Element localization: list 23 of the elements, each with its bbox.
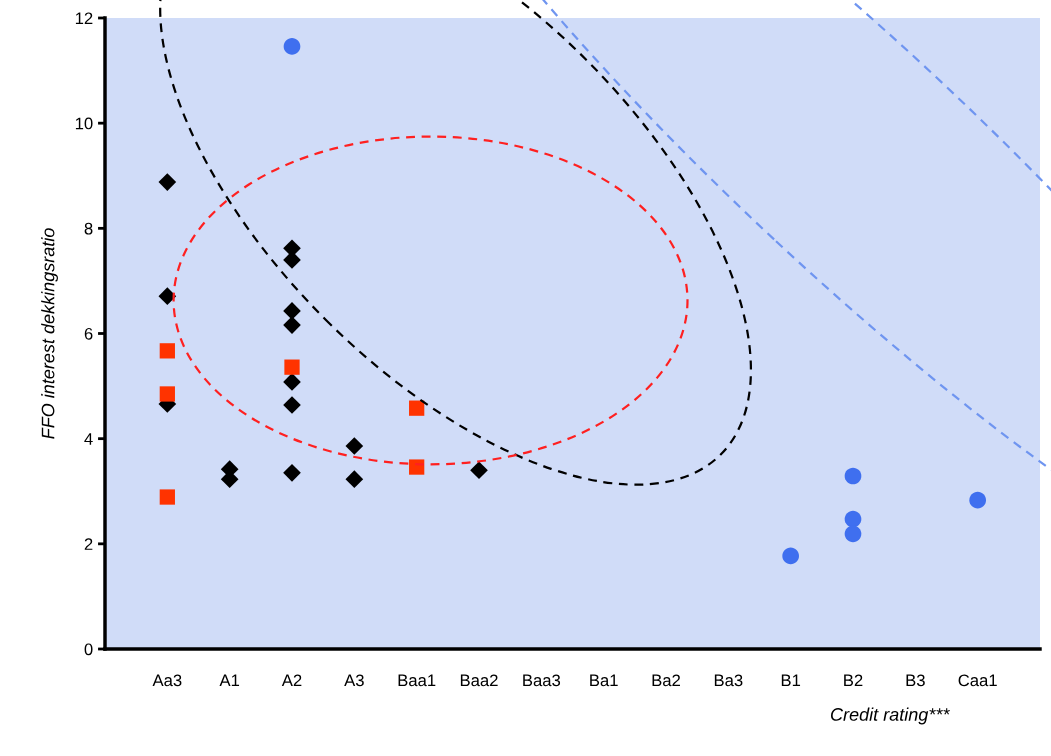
x-tick-label: Baa3: [523, 674, 561, 687]
x-tick-label: Ba3: [714, 674, 743, 687]
y-tick-label: 8: [84, 222, 93, 235]
y-tick-label: 12: [75, 12, 93, 25]
x-tick-label: Ba2: [652, 674, 680, 687]
y-axis-title: FFO interest dekkingsratio: [41, 228, 58, 439]
x-tick-label: Baa2: [460, 674, 498, 687]
y-tick-label: 2: [84, 538, 93, 550]
x-tick-label: B2: [844, 674, 863, 687]
x-tick-label: Ba1: [590, 674, 618, 687]
y-tick-label: 4: [84, 433, 93, 445]
x-tick-label: A3: [344, 674, 364, 687]
x-tick-label: B1: [781, 674, 801, 687]
y-tick-label: 0: [84, 643, 93, 656]
y-tick-label: 10: [75, 117, 93, 130]
y-tick-label: 6: [84, 327, 93, 340]
x-axis-title: Credit rating***: [831, 707, 950, 725]
x-tick-label: A1: [219, 674, 240, 687]
x-tick-label: B3: [906, 674, 925, 687]
x-tick-label: Caa1: [958, 674, 997, 687]
x-tick-label: Baa1: [398, 674, 436, 687]
x-tick-label: Aa3: [152, 674, 182, 687]
x-tick-label: A2: [281, 674, 302, 687]
